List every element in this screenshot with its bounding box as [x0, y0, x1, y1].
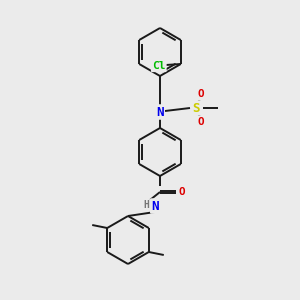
Text: H: H: [143, 200, 149, 210]
Text: O: O: [198, 117, 204, 127]
Text: O: O: [178, 187, 185, 197]
Text: Cl: Cl: [152, 61, 166, 71]
Text: S: S: [192, 101, 200, 115]
Text: N: N: [151, 200, 159, 212]
Text: N: N: [156, 106, 164, 118]
Text: O: O: [198, 89, 204, 99]
